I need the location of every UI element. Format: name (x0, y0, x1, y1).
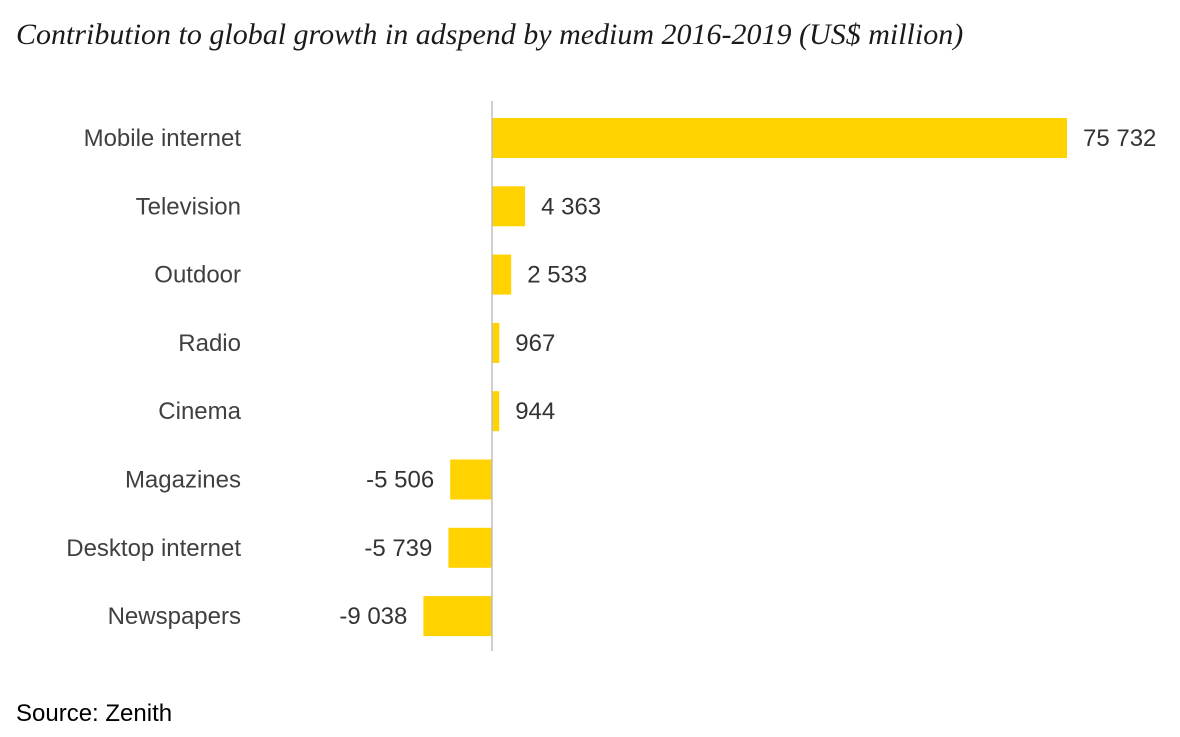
value-label-television: 4 363 (541, 193, 601, 220)
category-label-newspapers: Newspapers (108, 603, 241, 630)
bars-group (423, 118, 1067, 637)
category-label-outdoor: Outdoor (154, 262, 241, 289)
bar-radio (492, 322, 500, 363)
bar-magazines (450, 459, 492, 500)
category-label-desktop-internet: Desktop internet (66, 535, 241, 562)
value-label-desktop-internet: -5 739 (364, 535, 432, 562)
category-label-radio: Radio (178, 330, 241, 357)
value-labels: 75 732 4 363 2 533 967 944 -5 506 -5 739 -9 038 (339, 125, 1156, 630)
bar-television (492, 186, 526, 227)
category-label-cinema: Cinema (158, 398, 241, 425)
value-label-mobile-internet: 75 732 (1083, 125, 1156, 152)
category-label-magazines: Magazines (125, 467, 241, 494)
value-label-cinema: 944 (515, 398, 555, 425)
bar-cinema (492, 391, 500, 432)
category-label-television: Television (136, 193, 241, 220)
value-label-magazines: -5 506 (366, 467, 434, 494)
bar-newspapers (423, 596, 492, 637)
category-label-mobile-internet: Mobile internet (84, 125, 242, 152)
value-label-newspapers: -9 038 (339, 603, 407, 630)
value-label-radio: 967 (515, 330, 555, 357)
bar-mobile-internet (492, 118, 1067, 158)
source-note: Source: Zenith (16, 700, 173, 727)
bar-outdoor (492, 254, 512, 295)
category-labels: Mobile internet Television Outdoor Radio Cin… (66, 125, 241, 630)
chart-title: Contribution to global growth in adspend… (16, 18, 964, 51)
value-label-outdoor: 2 533 (527, 262, 587, 289)
bar-desktop-internet (448, 527, 492, 568)
